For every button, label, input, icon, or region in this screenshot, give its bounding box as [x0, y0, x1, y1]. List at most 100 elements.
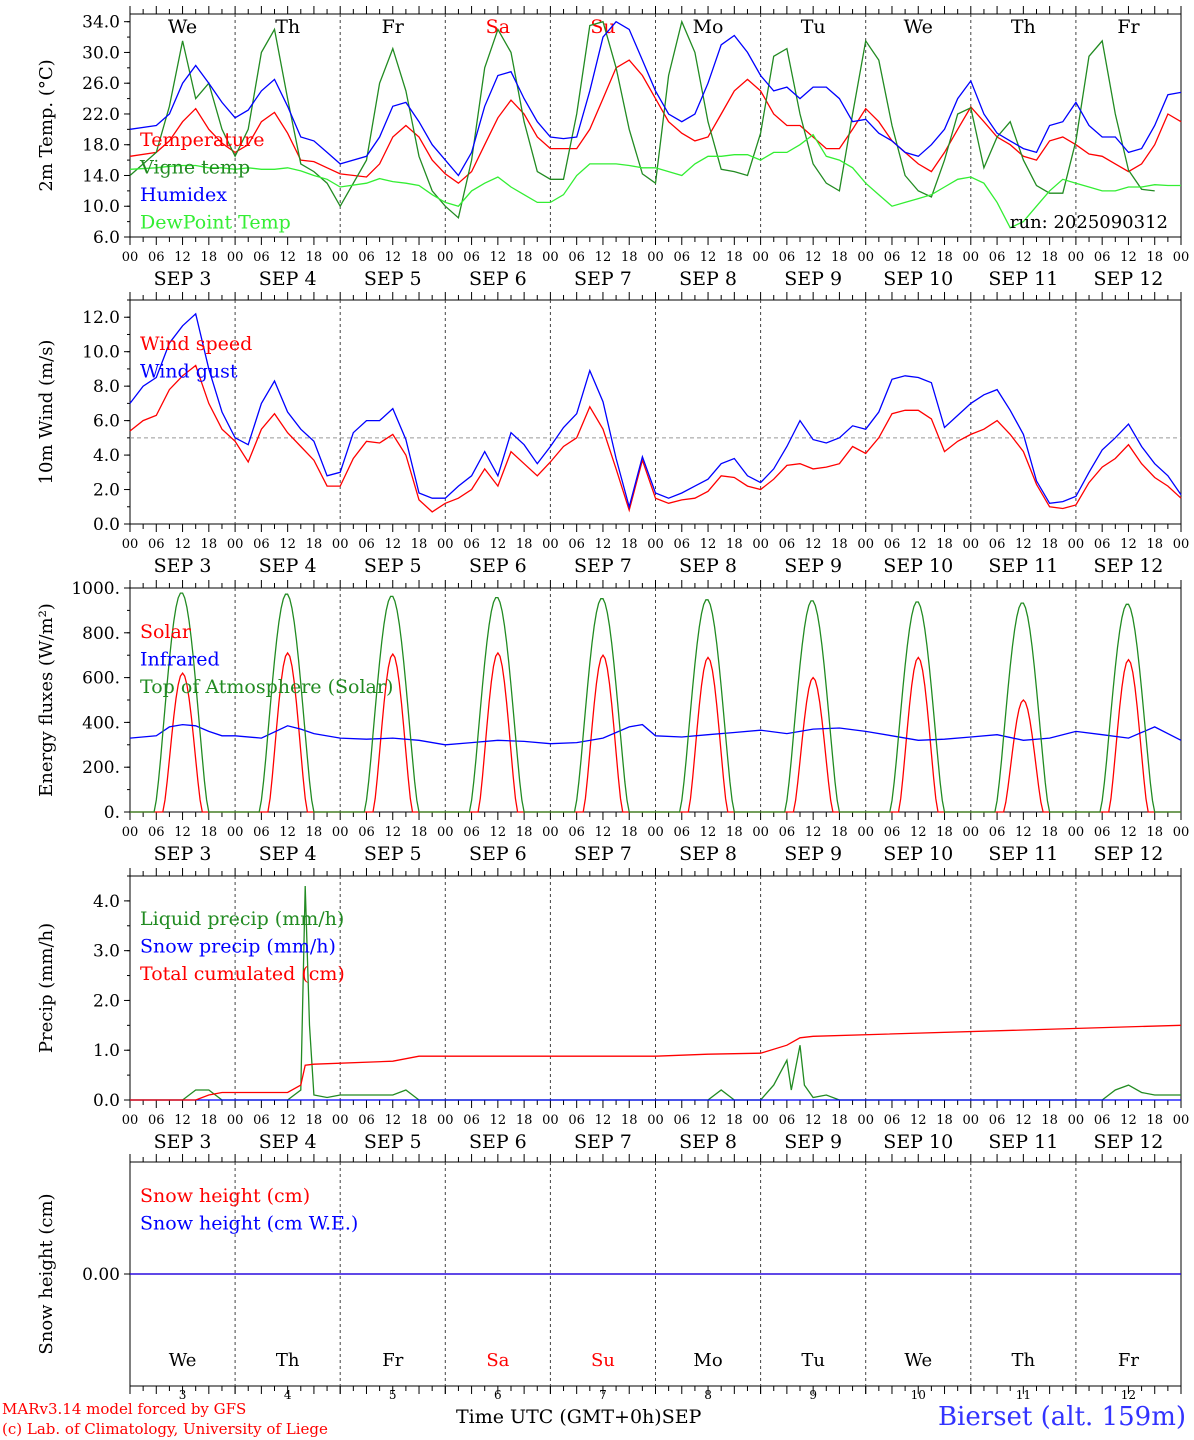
panel2-hour-label: 06 [1094, 537, 1111, 552]
panel1-series-humidex [129, 20, 1182, 177]
panel2-hour-label: 06 [463, 537, 480, 552]
panel1-hour-label: 12 [700, 250, 717, 265]
panel1-date-label: SEP 9 [784, 268, 842, 290]
panel1-hour-label: 00 [647, 250, 664, 265]
bottom-day-name-label: We [904, 1350, 932, 1371]
panel3-hour-label: 00 [437, 825, 454, 840]
panel4-hour-label: 00 [122, 1113, 139, 1128]
panel4-hour-label: 00 [227, 1113, 244, 1128]
bottom-day-name-label: Sa [486, 1350, 509, 1371]
panel4-hour-label: 06 [884, 1113, 901, 1128]
panel3-hour-label: 18 [1146, 825, 1163, 840]
panel1-hour-label: 18 [1041, 250, 1058, 265]
panel2-hour-label: 12 [910, 537, 927, 552]
panel4-hour-label: 06 [1094, 1113, 1111, 1128]
day-name-label: We [168, 16, 197, 38]
panel3-hour-label: 12 [490, 825, 507, 840]
panel2-date-label: SEP 3 [154, 555, 212, 577]
panel1-hour-label: 00 [227, 250, 244, 265]
panel2-hour-label: 12 [1120, 537, 1137, 552]
panel1-hour-label: 12 [490, 250, 507, 265]
panel4-hour-label: 00 [437, 1113, 454, 1128]
panel1-date-label: SEP 5 [364, 268, 422, 290]
panel4-ytick-label: 3.0 [93, 942, 120, 962]
panel2-hour-label: 18 [516, 537, 533, 552]
panel4-hour-label: 06 [358, 1113, 375, 1128]
panel3-hour-label: 06 [674, 825, 691, 840]
panel3-date-label: SEP 11 [988, 843, 1058, 865]
panel4-date-label: SEP 3 [154, 1131, 212, 1153]
panel2-hour-label: 00 [1173, 537, 1190, 552]
panel2-date-label: SEP 8 [679, 555, 737, 577]
panel2-hour-label: 18 [936, 537, 953, 552]
panel4-hour-label: 00 [1173, 1113, 1190, 1128]
panel2-hour-label: 06 [989, 537, 1006, 552]
model-credit-text: MARv3.14 model forced by GFS [2, 1400, 247, 1418]
panel2-hour-label: 06 [148, 537, 165, 552]
panel4-hour-label: 12 [700, 1113, 717, 1128]
panel2-hour-label: 00 [332, 537, 349, 552]
panel3-hour-label: 18 [306, 825, 323, 840]
panel4-hour-label: 06 [253, 1113, 270, 1128]
panel2-hour-label: 00 [1068, 537, 1085, 552]
panel3-legend-item: Solar [140, 621, 192, 643]
time-axis-label: Time UTC (GMT+0h)SEP [456, 1406, 701, 1428]
panel2-hour-label: 12 [384, 537, 401, 552]
panel2-hour-label: 00 [122, 537, 139, 552]
panel2-ylabel: 10m Wind (m/s) [36, 340, 57, 485]
panel1-hour-label: 18 [516, 250, 533, 265]
panel1-hour-label: 18 [831, 250, 848, 265]
panel1-hour-label: 18 [411, 250, 428, 265]
station-label: Bierset (alt. 159m) [937, 1402, 1186, 1432]
panel1-date-label: SEP 10 [883, 268, 953, 290]
panel2-hour-label: 18 [831, 537, 848, 552]
panel2-hour-label: 06 [884, 537, 901, 552]
panel1-hour-label: 06 [989, 250, 1006, 265]
panel1-hour-label: 00 [1068, 250, 1085, 265]
bottom-day-name-label: Fr [382, 1350, 403, 1371]
panel4-hour-label: 12 [174, 1113, 191, 1128]
panel3-hour-label: 06 [1094, 825, 1111, 840]
panel3-ytick-label: 800. [82, 624, 120, 644]
panel5-ytick-label: 0.00 [82, 1265, 120, 1285]
panel1-hour-label: 06 [358, 250, 375, 265]
panel1-hour-label: 00 [437, 250, 454, 265]
panel1-date-label: SEP 8 [679, 268, 737, 290]
panel4-hour-label: 18 [306, 1113, 323, 1128]
panel3-date-label: SEP 7 [574, 843, 632, 865]
panel4-hour-label: 12 [279, 1113, 296, 1128]
panel1-hour-label: 12 [174, 250, 191, 265]
bottom-day-name-label: Su [591, 1350, 615, 1371]
panel4-hour-label: 00 [963, 1113, 980, 1128]
panel3-hour-label: 00 [963, 825, 980, 840]
panel4-hour-label: 00 [752, 1113, 769, 1128]
day-name-label: Sa [486, 16, 510, 38]
panel1-ylabel: 2m Temp. (°C) [36, 59, 57, 191]
panel2-ytick-label: 0.0 [93, 515, 120, 535]
panel4-hour-label: 18 [726, 1113, 743, 1128]
panel1-hour-label: 00 [122, 250, 139, 265]
panel4-ytick-label: 2.0 [93, 991, 120, 1011]
panel2-ytick-label: 8.0 [93, 377, 120, 397]
panel3-ytick-label: 1000. [71, 579, 120, 599]
panel2-date-label: SEP 11 [988, 555, 1058, 577]
panel2-hour-label: 12 [490, 537, 507, 552]
panel4-legend-item: Liquid precip (mm/h) [140, 908, 344, 930]
panel4-hour-label: 06 [674, 1113, 691, 1128]
panel2-hour-label: 06 [568, 537, 585, 552]
day-name-label: Su [590, 16, 615, 38]
day-number-label: 4 [284, 1388, 292, 1402]
day-number-label: 12 [1121, 1388, 1136, 1402]
panel4-series-total-cumulated-cm [130, 1024, 1182, 1101]
panel2-legend-item: Wind gust [140, 361, 238, 383]
day-number-label: 7 [599, 1388, 607, 1402]
panel2-hour-label: 06 [358, 537, 375, 552]
panel2-hour-label: 18 [306, 537, 323, 552]
panel2-date-label: SEP 7 [574, 555, 632, 577]
panel4-hour-label: 12 [490, 1113, 507, 1128]
day-name-label: Th [1011, 16, 1036, 38]
panel5-legend-item: Snow height (cm W.E.) [140, 1213, 358, 1235]
panel4-legend-item: Total cumulated (cm) [140, 963, 345, 985]
panel1-hour-label: 06 [568, 250, 585, 265]
